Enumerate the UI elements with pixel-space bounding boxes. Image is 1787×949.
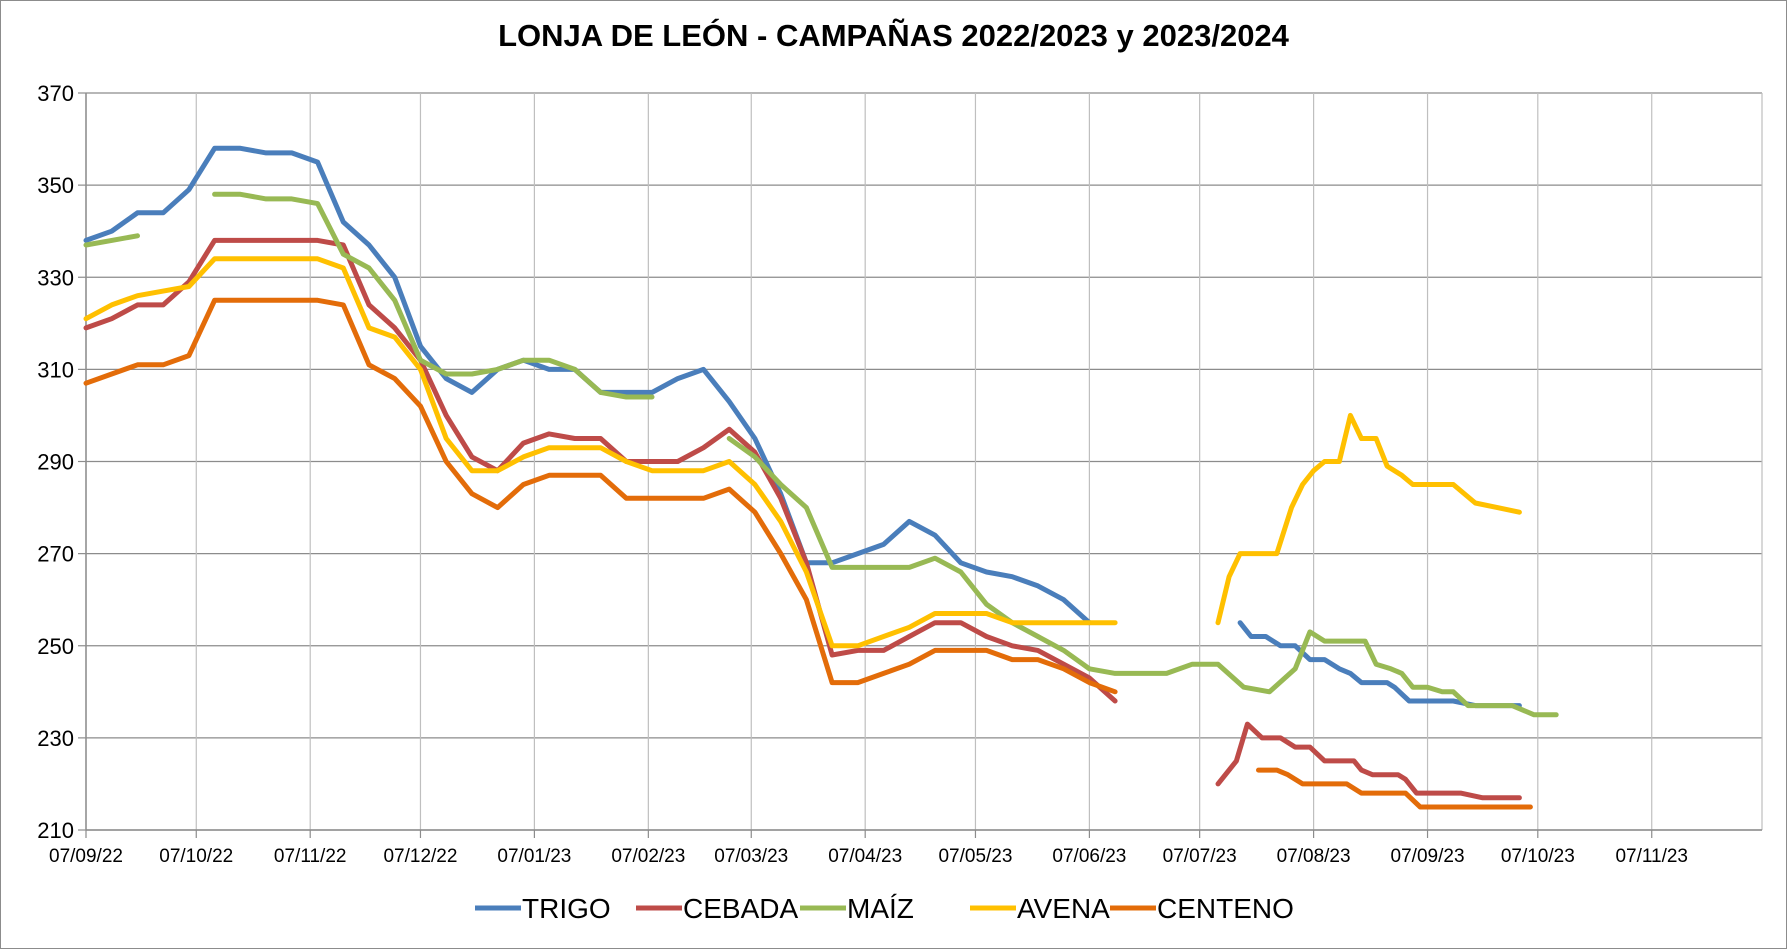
y-tick-label: 370 — [37, 81, 74, 106]
x-tick-label: 07/04/23 — [828, 846, 902, 867]
y-tick-label: 210 — [37, 818, 74, 843]
x-tick-label: 07/08/23 — [1277, 846, 1351, 867]
x-tick-label: 07/10/23 — [1501, 846, 1575, 867]
series-group — [83, 145, 1559, 810]
series-line-maiz — [83, 233, 140, 248]
x-tick-label: 07/01/23 — [497, 846, 571, 867]
series-line-trigo — [83, 145, 1092, 626]
x-tick-label: 07/09/23 — [1391, 846, 1465, 867]
series-line-trigo — [1237, 620, 1522, 709]
series-line-maiz — [726, 436, 1559, 718]
legend-label-trigo: TRIGO — [522, 893, 611, 924]
y-tick-label: 330 — [37, 265, 74, 290]
legend-label-maiz: MAÍZ — [847, 893, 914, 924]
series-line-cebada — [1215, 721, 1522, 801]
grid-lines — [78, 92, 1763, 838]
y-tick-label: 250 — [37, 634, 74, 659]
y-tick-label: 350 — [37, 173, 74, 198]
y-axis-ticks: 210 230 250 270 290 310 330 350 370 — [37, 81, 74, 843]
series-line-centeno — [83, 297, 1118, 695]
x-tick-label: 07/12/22 — [383, 846, 457, 867]
legend-label-cebada: CEBADA — [683, 893, 798, 924]
y-tick-label: 270 — [37, 542, 74, 567]
x-tick-label: 07/06/23 — [1052, 846, 1126, 867]
y-tick-label: 310 — [37, 357, 74, 382]
x-tick-label: 07/05/23 — [938, 846, 1012, 867]
legend-label-centeno: CENTENO — [1157, 893, 1294, 924]
series-line-maiz — [212, 191, 655, 400]
legend-label-avena: AVENA — [1017, 893, 1110, 924]
series-line-cebada — [83, 237, 1118, 704]
x-tick-label: 07/09/22 — [49, 846, 123, 867]
y-tick-label: 290 — [37, 450, 74, 475]
x-tick-label: 07/10/22 — [159, 846, 233, 867]
legend: TRIGO CEBADA MAÍZ AVENA CENTENO — [475, 893, 1294, 924]
x-tick-label: 07/11/23 — [1615, 846, 1688, 867]
series-line-avena — [83, 256, 1118, 649]
x-tick-label: 07/07/23 — [1163, 846, 1237, 867]
chart-title: LONJA DE LEÓN - CAMPAÑAS 2022/2023 y 202… — [498, 18, 1289, 53]
series-line-centeno — [1256, 767, 1533, 810]
x-axis-ticks: 07/09/22 07/10/22 07/11/22 07/12/22 07/01/23… — [49, 846, 1688, 867]
x-tick-label: 07/11/22 — [274, 846, 347, 867]
x-tick-label: 07/03/23 — [714, 846, 788, 867]
series-line-avena — [1215, 412, 1522, 626]
y-tick-label: 230 — [37, 726, 74, 751]
x-tick-label: 07/02/23 — [611, 846, 685, 867]
